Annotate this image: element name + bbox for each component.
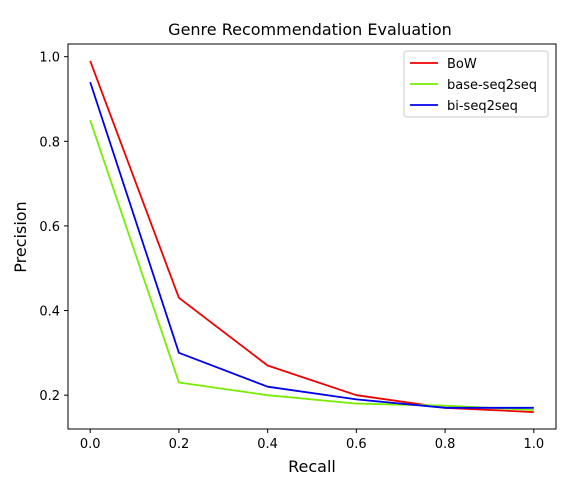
- y-axis-label: Precision: [11, 201, 30, 272]
- series-line-bi-seq2seq: [89, 81, 534, 409]
- y-axis: 0.2 0.4 0.6 0.8 1.0: [39, 51, 68, 404]
- legend-box: [403, 50, 549, 118]
- x-tick-label: 0.6: [346, 437, 367, 452]
- x-tick-label: 1.0: [523, 437, 544, 452]
- series-line-base-seq2seq: [89, 119, 534, 411]
- x-tick-label: 0.8: [435, 437, 456, 452]
- legend-label: bi-seq2seq: [447, 99, 518, 114]
- legend-label: BoW: [447, 57, 477, 72]
- legend-label: base-seq2seq: [447, 78, 537, 93]
- x-axis-label: Recall: [288, 457, 336, 476]
- x-axis: 0.0 0.2 0.4 0.6 0.8 1.0: [80, 429, 544, 452]
- y-tick-label: 0.4: [39, 305, 60, 320]
- legend: BoW base-seq2seq bi-seq2seq: [403, 50, 549, 118]
- y-tick-label: 0.2: [39, 389, 60, 404]
- series-lines: [89, 60, 534, 413]
- x-tick-label: 0.0: [80, 437, 101, 452]
- y-tick-label: 0.6: [39, 220, 60, 235]
- x-tick-label: 0.2: [169, 437, 190, 452]
- y-tick-label: 0.8: [39, 135, 60, 150]
- x-tick-label: 0.4: [257, 437, 278, 452]
- chart-title: Genre Recommendation Evaluation: [168, 20, 452, 39]
- y-tick-label: 1.0: [39, 51, 60, 66]
